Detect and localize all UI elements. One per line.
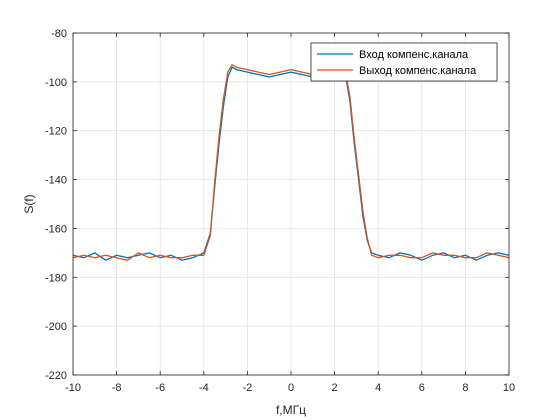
series-layer bbox=[72, 64, 510, 261]
x-tick-label: -10 bbox=[65, 382, 81, 394]
x-tick-label: 6 bbox=[419, 382, 425, 394]
x-tick-labels: -10 -8 -6 -4 -2 0 2 4 6 8 10 bbox=[65, 382, 515, 394]
x-tick-label: 0 bbox=[288, 382, 294, 394]
x-tick-label: 10 bbox=[503, 382, 515, 394]
x-tick-label: 4 bbox=[375, 382, 381, 394]
x-tick-label: -8 bbox=[112, 382, 122, 394]
x-tick-label: 2 bbox=[332, 382, 338, 394]
series-line-0 bbox=[72, 66, 510, 261]
y-tick-label: -100 bbox=[45, 77, 67, 89]
x-tick-label: -2 bbox=[243, 382, 253, 394]
y-tick-label: -160 bbox=[45, 223, 67, 235]
x-tick-label: 8 bbox=[462, 382, 468, 394]
x-tick-label: -4 bbox=[199, 382, 209, 394]
y-tick-label: -200 bbox=[45, 321, 67, 333]
legend-entry-output: Выход компенс.канала bbox=[359, 65, 477, 77]
y-tick-labels: -220 -200 -180 -160 -140 -120 -100 -80 bbox=[45, 28, 67, 382]
y-tick-label: -220 bbox=[45, 370, 67, 382]
y-tick-label: -140 bbox=[45, 175, 67, 187]
y-tick-label: -180 bbox=[45, 272, 67, 284]
y-tick-label: -120 bbox=[45, 126, 67, 138]
series-line-1 bbox=[72, 64, 510, 261]
y-tick-label: -80 bbox=[51, 28, 67, 40]
x-tick-label: -6 bbox=[155, 382, 165, 394]
tick-marks bbox=[72, 32, 510, 376]
y-axis-label: S(f) bbox=[22, 194, 36, 213]
legend-entry-input: Вход компенс.канала bbox=[359, 49, 469, 61]
legend: Вход компенс.канала Выход компенс.канала bbox=[310, 42, 498, 82]
x-axis-label: f,МГц bbox=[276, 403, 306, 417]
legend-box bbox=[310, 42, 498, 82]
